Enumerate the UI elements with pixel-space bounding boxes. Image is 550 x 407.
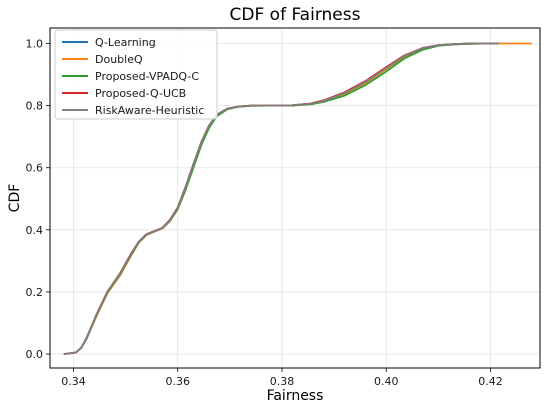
y-tick-label: 0.4 xyxy=(26,224,44,237)
legend-label: RiskAware-Heuristic xyxy=(95,104,204,117)
x-tick-label: 0.34 xyxy=(61,375,86,388)
plot-frame xyxy=(49,27,541,369)
x-tick-label: 0.36 xyxy=(165,375,190,388)
chart-title: CDF of Fairness xyxy=(230,5,361,25)
x-tick-label: 0.40 xyxy=(374,375,399,388)
legend: Q-Learning DoubleQ Proposed-VPADQ-C Propose… xyxy=(54,29,218,120)
y-tick-label: 0.0 xyxy=(26,348,44,361)
x-tick-label: 0.38 xyxy=(270,375,295,388)
legend-box xyxy=(54,29,218,120)
series-lines xyxy=(63,42,532,355)
x-axis-title: Fairness xyxy=(267,388,324,404)
legend-label: Proposed-VPADQ-C xyxy=(95,70,199,83)
x-tick-label: 0.42 xyxy=(478,375,503,388)
y-tick-label: 0.6 xyxy=(26,162,44,175)
y-axis-title: CDF xyxy=(7,184,23,213)
series-line-riskaware-heuristic xyxy=(63,42,500,355)
y-tick-label: 1.0 xyxy=(26,38,44,51)
legend-label: DoubleQ xyxy=(95,53,143,66)
legend-label: Proposed-Q-UCB xyxy=(95,87,186,100)
axis-ticks: 0.34 0.36 0.38 0.40 0.42 0.0 0.2 0.4 0.6 0.8 1.0 xyxy=(26,38,503,388)
legend-label: Q-Learning xyxy=(95,36,156,49)
y-tick-label: 0.2 xyxy=(26,286,44,299)
y-tick-label: 0.8 xyxy=(26,100,44,113)
